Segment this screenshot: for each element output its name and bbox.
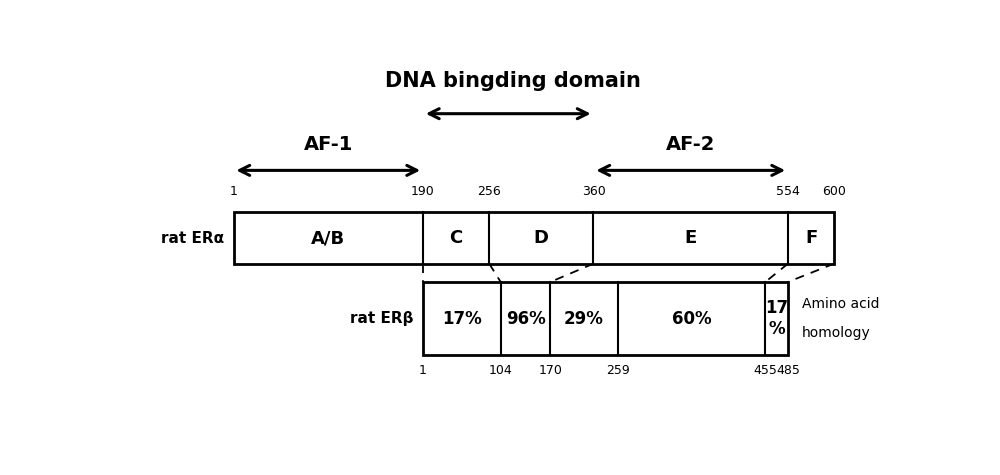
Text: 17%: 17%	[442, 310, 482, 327]
Text: C: C	[449, 229, 463, 247]
Text: D: D	[534, 229, 549, 247]
Text: 259: 259	[606, 364, 629, 377]
Text: rat ERα: rat ERα	[161, 230, 224, 246]
Text: 29%: 29%	[564, 310, 604, 327]
Text: homology: homology	[802, 326, 871, 340]
Text: 17
%: 17 %	[765, 299, 788, 338]
Text: F: F	[805, 229, 817, 247]
Text: Amino acid: Amino acid	[802, 297, 879, 311]
Text: A/B: A/B	[311, 229, 345, 247]
Text: 360: 360	[582, 185, 605, 198]
Text: 1: 1	[230, 185, 237, 198]
Text: 170: 170	[539, 364, 562, 377]
Text: AF-2: AF-2	[666, 135, 715, 154]
Text: 104: 104	[489, 364, 513, 377]
Bar	[234, 212, 834, 264]
Text: 190: 190	[411, 185, 435, 198]
Text: DNA bingding domain: DNA bingding domain	[385, 71, 640, 91]
Text: 96%: 96%	[506, 310, 545, 327]
Text: rat ERβ: rat ERβ	[350, 311, 414, 326]
Text: 485: 485	[776, 364, 800, 377]
Text: 1: 1	[419, 364, 427, 377]
Text: 455: 455	[753, 364, 777, 377]
Text: 600: 600	[822, 185, 846, 198]
Text: E: E	[685, 229, 697, 247]
Text: 60%: 60%	[672, 310, 711, 327]
Text: AF-1: AF-1	[304, 135, 353, 154]
Text: 256: 256	[477, 185, 501, 198]
Bar	[423, 282, 788, 355]
Text: 554: 554	[776, 185, 800, 198]
